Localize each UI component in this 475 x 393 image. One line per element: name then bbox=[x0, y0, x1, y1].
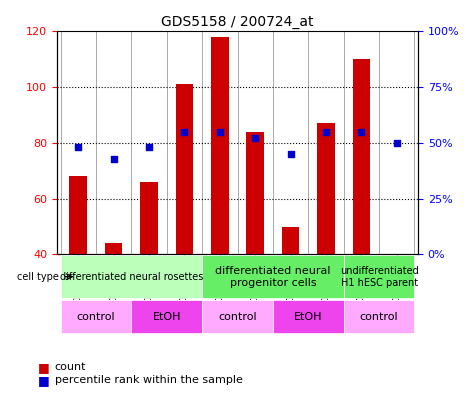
Point bbox=[110, 155, 117, 162]
Text: percentile rank within the sample: percentile rank within the sample bbox=[55, 375, 243, 386]
Text: control: control bbox=[76, 312, 115, 321]
Text: differentiated neural rosettes: differentiated neural rosettes bbox=[60, 272, 203, 282]
FancyBboxPatch shape bbox=[131, 300, 202, 333]
Text: count: count bbox=[55, 362, 86, 373]
FancyBboxPatch shape bbox=[202, 300, 273, 333]
Text: EtOH: EtOH bbox=[294, 312, 323, 321]
Bar bbox=[317, 123, 335, 254]
Text: undifferentiated
H1 hESC parent: undifferentiated H1 hESC parent bbox=[340, 266, 418, 288]
Point bbox=[75, 144, 82, 151]
FancyBboxPatch shape bbox=[344, 300, 415, 333]
Point bbox=[180, 129, 188, 135]
FancyBboxPatch shape bbox=[60, 255, 202, 298]
Point bbox=[358, 129, 365, 135]
Bar bbox=[211, 37, 228, 254]
Bar bbox=[105, 243, 123, 254]
Title: GDS5158 / 200724_at: GDS5158 / 200724_at bbox=[161, 15, 314, 29]
Point bbox=[393, 140, 400, 146]
Bar bbox=[352, 59, 370, 254]
Point bbox=[287, 151, 294, 157]
Bar bbox=[69, 176, 87, 254]
Bar bbox=[140, 182, 158, 254]
Bar bbox=[282, 226, 299, 254]
Text: differentiated neural
progenitor cells: differentiated neural progenitor cells bbox=[215, 266, 331, 288]
Text: EtOH: EtOH bbox=[152, 312, 181, 321]
Point bbox=[251, 135, 259, 141]
Text: control: control bbox=[218, 312, 257, 321]
Text: ■: ■ bbox=[38, 361, 50, 374]
Bar bbox=[247, 132, 264, 254]
FancyBboxPatch shape bbox=[344, 255, 415, 298]
Point bbox=[322, 129, 330, 135]
Text: ■: ■ bbox=[38, 374, 50, 387]
Text: cell type: cell type bbox=[17, 272, 59, 282]
FancyBboxPatch shape bbox=[202, 255, 344, 298]
Point bbox=[216, 129, 224, 135]
FancyBboxPatch shape bbox=[60, 300, 131, 333]
FancyBboxPatch shape bbox=[273, 300, 344, 333]
Point bbox=[145, 144, 153, 151]
Text: control: control bbox=[360, 312, 399, 321]
Bar bbox=[176, 84, 193, 254]
